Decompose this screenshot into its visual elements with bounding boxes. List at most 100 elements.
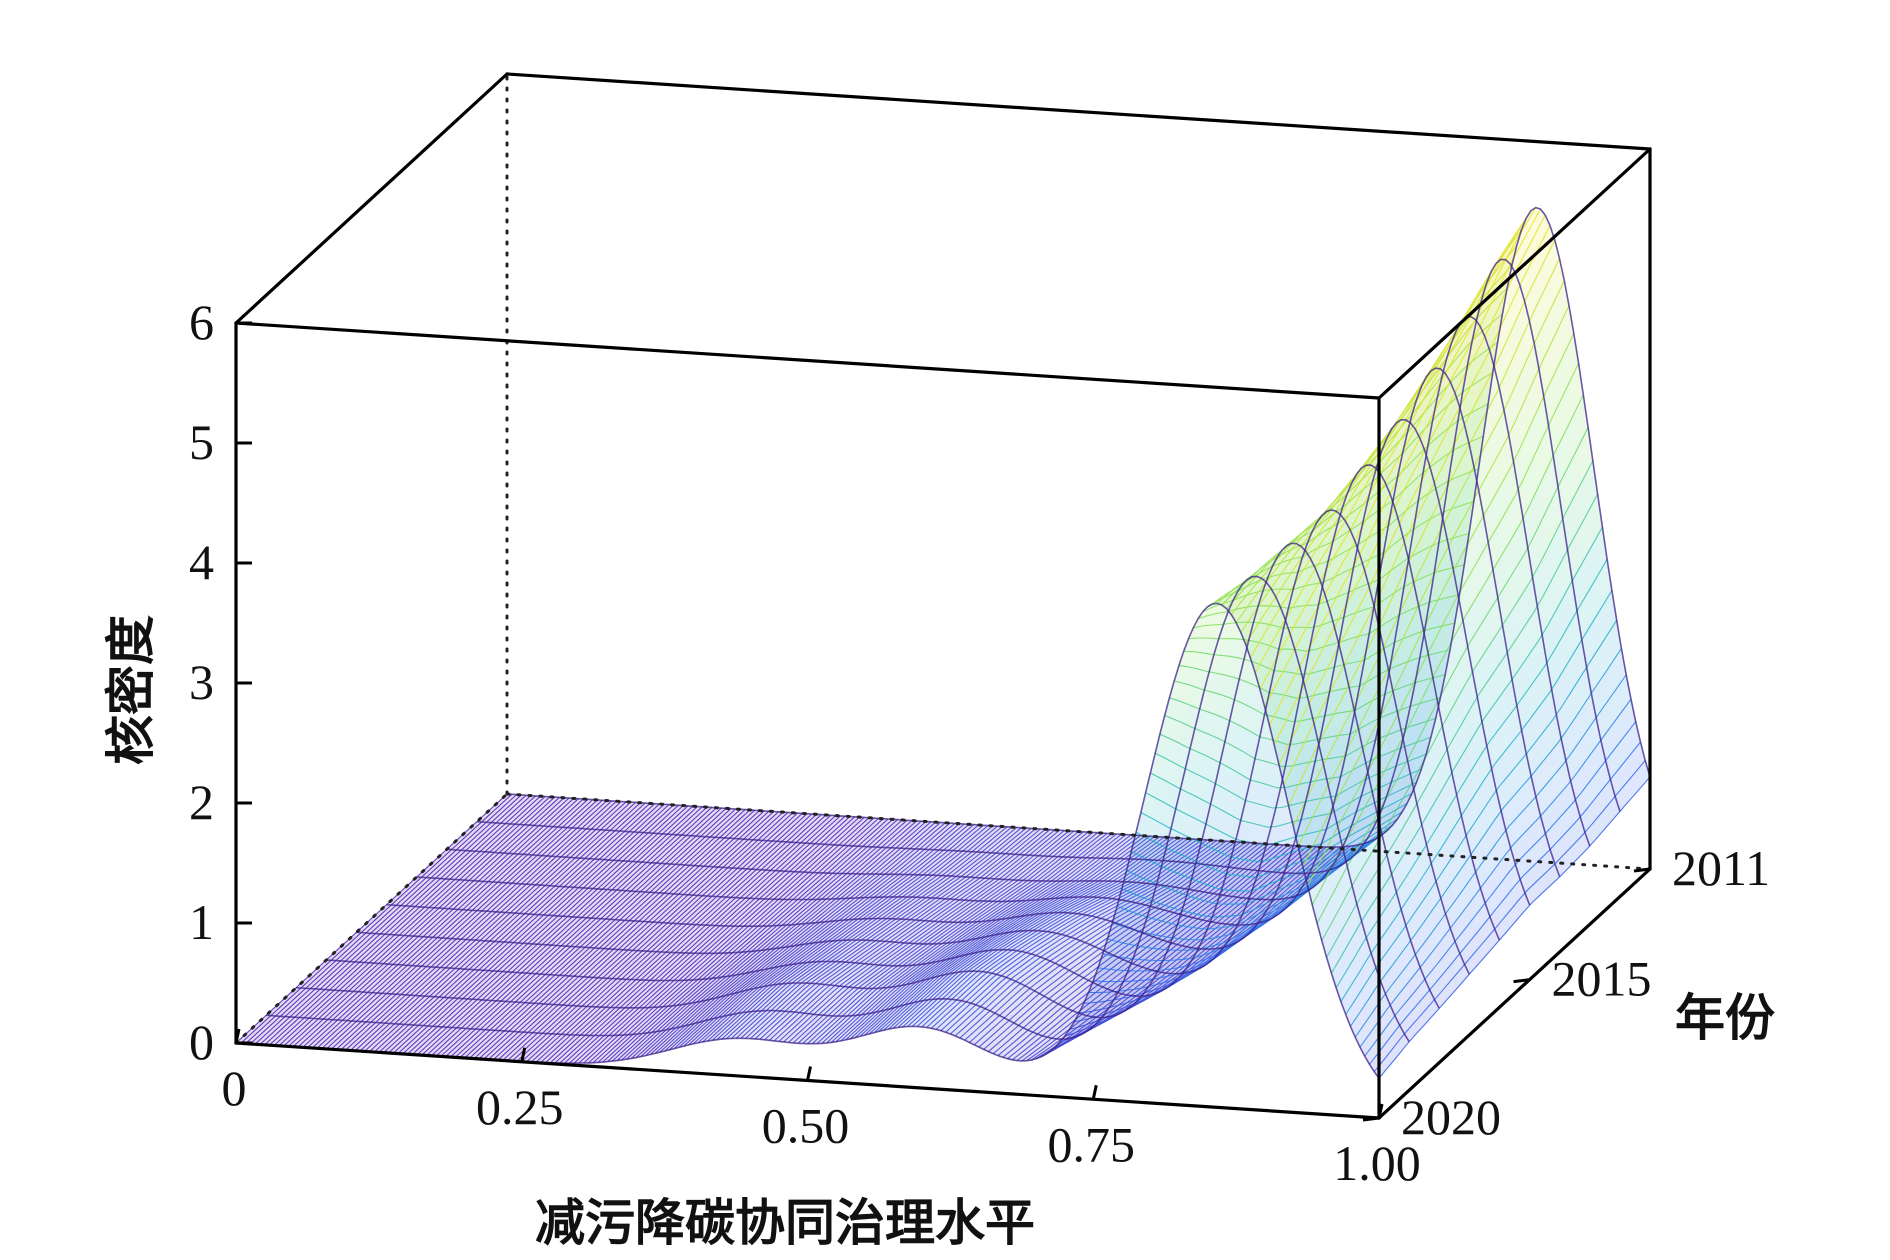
mesh-line-x <box>321 799 594 1050</box>
mesh-line-x <box>416 805 689 1056</box>
mesh-line-x <box>916 838 1189 1027</box>
mesh-line-x <box>1178 649 1451 699</box>
x-tick-label: 0 <box>222 1060 247 1116</box>
mesh-line-x <box>245 794 517 1045</box>
mesh-line-x <box>330 799 603 1050</box>
surface-patch <box>1279 572 1298 609</box>
mesh-line-x <box>445 807 717 1058</box>
surface-patch <box>1251 605 1271 643</box>
mesh-line-x <box>1035 845 1308 1060</box>
surface-patch <box>1382 471 1401 514</box>
mesh-line-x <box>602 817 875 1063</box>
surface-patch <box>1416 374 1435 422</box>
year-tick-mark <box>1513 978 1530 984</box>
mesh-line-x <box>1069 846 1341 1031</box>
mesh-line-x <box>345 800 617 1051</box>
mesh-line-x <box>430 806 703 1057</box>
mesh-line-x <box>578 816 851 1064</box>
x-tick-label: 0.75 <box>1048 1116 1136 1172</box>
surface-patch <box>1393 773 1413 804</box>
surface-patch <box>1494 753 1513 808</box>
mesh-line-x <box>1240 265 1513 633</box>
mesh-line-x <box>588 816 860 1064</box>
mesh-line-x <box>340 800 613 1051</box>
year-tick-mark <box>1362 1116 1380 1122</box>
surface-patch <box>1540 753 1559 806</box>
mesh-line-x <box>421 805 694 1056</box>
surface-patch <box>1263 601 1283 641</box>
mesh-line-x <box>888 836 1160 1030</box>
mesh-line-x <box>373 802 646 1053</box>
mesh-line-x <box>559 814 832 1064</box>
mesh-line-x <box>1116 829 1389 930</box>
surface-patch <box>1332 687 1351 737</box>
year-profile-2019 <box>266 575 1410 1043</box>
surface-patch <box>1159 697 1179 739</box>
year-profile-2018 <box>296 542 1440 1019</box>
mesh-line-x <box>716 825 989 1041</box>
mesh-line-x <box>926 838 1198 1028</box>
mesh-line-x <box>1140 793 1413 863</box>
mesh-line-x <box>664 821 936 1052</box>
mesh-line-x <box>397 804 670 1055</box>
surface-patch <box>1394 743 1413 781</box>
mesh-line-x <box>740 826 1013 1039</box>
mesh-line-x <box>454 807 727 1058</box>
surface-patch <box>1367 754 1386 794</box>
mesh-line-x <box>840 833 1113 1042</box>
mesh-line-x <box>616 818 889 1062</box>
surface-patch <box>1586 798 1605 840</box>
z-tick-label: 4 <box>189 534 214 590</box>
density-surface <box>235 206 1651 1079</box>
mesh-line-x <box>783 829 1056 1043</box>
surface-patch <box>1481 289 1501 324</box>
mesh-line-x <box>264 795 536 1046</box>
year-profile-2017 <box>326 509 1471 998</box>
right-floor-edge <box>1377 867 1652 1120</box>
mesh-line-x <box>1207 468 1479 608</box>
mesh-line-x <box>1016 844 1289 1062</box>
mesh-line-x <box>497 810 770 1061</box>
mesh-line-x <box>288 796 560 1047</box>
surface-patch <box>1530 706 1550 765</box>
surface-patch <box>1558 784 1578 831</box>
surface-patch <box>1214 674 1234 718</box>
year-tick-mark <box>1633 867 1651 873</box>
surface-patch <box>1185 880 1204 914</box>
mesh-line-x <box>692 823 965 1045</box>
surface-patch <box>1568 820 1587 859</box>
x-tick-mark <box>1091 1084 1098 1100</box>
mesh-line-x <box>969 841 1241 1043</box>
mesh-line-x <box>449 807 722 1058</box>
mesh-line-x <box>407 804 679 1055</box>
surface-patch <box>1391 455 1410 496</box>
mesh-line-x <box>607 817 879 1063</box>
surface-patch <box>1473 342 1492 391</box>
surface-patch <box>1431 596 1451 655</box>
surface-patch <box>1303 815 1322 849</box>
mesh-line-x <box>383 803 655 1054</box>
mesh-line-x <box>1373 760 1646 1073</box>
surface-patch <box>1477 880 1496 921</box>
mesh-line-x <box>1193 564 1465 629</box>
mesh-line-x <box>516 811 789 1062</box>
mesh-line-x <box>811 831 1084 1045</box>
year-tick-label: 2011 <box>1672 840 1770 896</box>
mesh-line-x <box>1154 752 1427 809</box>
surface-patch <box>1224 638 1243 678</box>
mesh-line-x <box>902 837 1175 1028</box>
surface-patch <box>1179 638 1198 667</box>
surface-patch <box>1425 361 1444 412</box>
mesh-line-x <box>802 830 1075 1044</box>
mesh-line-x <box>654 821 927 1054</box>
surface-patch <box>1242 605 1262 641</box>
x-tick-label: 0.50 <box>762 1098 850 1154</box>
right-top-edge <box>1377 147 1652 400</box>
surface-patch <box>1431 649 1450 701</box>
mesh-line-x <box>1359 698 1632 1048</box>
surface-patch <box>1594 675 1613 736</box>
mesh-line-x <box>745 826 1017 1039</box>
mesh-line-x <box>240 793 513 1044</box>
mesh-line-x <box>792 830 1065 1044</box>
surface-patch <box>1585 748 1605 799</box>
